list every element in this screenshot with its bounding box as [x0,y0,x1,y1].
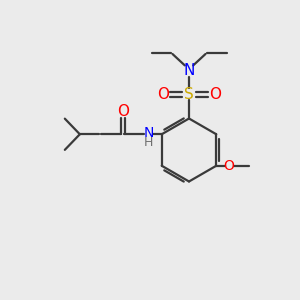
Text: O: O [209,87,221,102]
Text: S: S [184,87,194,102]
Text: H: H [144,136,154,149]
Text: O: O [224,159,234,173]
Text: O: O [157,87,169,102]
Text: N: N [183,63,195,78]
Text: N: N [144,126,154,140]
Text: O: O [117,104,129,119]
